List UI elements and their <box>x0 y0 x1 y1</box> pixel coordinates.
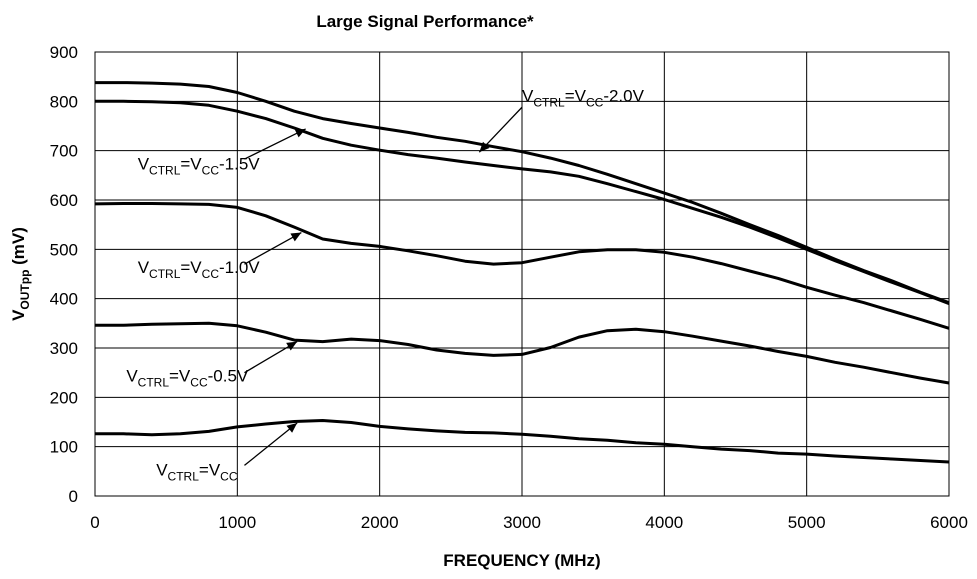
chart-title: Large Signal Performance* <box>316 12 534 31</box>
y-axis-label-rest: (mV) <box>9 227 28 270</box>
series-line <box>95 321 950 385</box>
x-tick-label: 6000 <box>930 513 968 532</box>
series-line <box>95 99 950 306</box>
y-axis-label: VOUTpp (mV) <box>9 227 32 321</box>
series-annotation-label: VCTRL=VCC <box>156 460 238 483</box>
y-tick-labels: 0 100 200 300 400 500 600 700 800 900 <box>50 43 78 506</box>
x-tick-label: 2000 <box>361 513 399 532</box>
y-tick-label: 400 <box>50 290 78 309</box>
annotation-arrow-shaft <box>478 106 523 153</box>
y-tick-label: 100 <box>50 438 78 457</box>
x-tick-label: 4000 <box>645 513 683 532</box>
annotation-arrow-shaft <box>244 341 298 374</box>
series-line <box>95 419 950 464</box>
series-annotation-label: VCTRL=VCC-1.5V <box>138 154 261 177</box>
series-line <box>94 202 950 330</box>
x-axis-label: FREQUENCY (MHz) <box>443 551 600 570</box>
y-axis-label-main: V <box>9 309 28 321</box>
y-tick-label: 800 <box>50 92 78 111</box>
annotation-arrow-head <box>286 341 298 351</box>
y-tick-label: 900 <box>50 43 78 62</box>
series-annotation-label: VCTRL=VCC-1.0V <box>138 258 261 281</box>
x-tick-label: 0 <box>90 513 99 532</box>
plot-area <box>94 51 950 497</box>
annotation-arrow-shaft <box>244 231 302 265</box>
y-tick-label: 300 <box>50 339 78 358</box>
x-tick-label: 3000 <box>503 513 541 532</box>
annotation-arrow-head <box>479 141 490 153</box>
x-tick-label: 5000 <box>788 513 826 532</box>
gridlines <box>95 52 949 496</box>
series-line <box>95 81 950 305</box>
y-axis-label-group: VOUTpp (mV) <box>9 227 32 321</box>
y-axis-label-sub: OUTpp <box>18 270 32 310</box>
y-tick-label: 500 <box>50 240 78 259</box>
y-tick-label: 0 <box>69 487 78 506</box>
x-tick-label: 1000 <box>218 513 256 532</box>
annotations: VCTRL=VCC-2.0V VCTRL=VCC-1.5V VCTRL=VCC-1.… <box>126 86 644 483</box>
annotation-arrow-shaft <box>244 422 298 466</box>
series-lines <box>94 81 950 464</box>
y-tick-label: 700 <box>50 142 78 161</box>
annotation-arrow-head <box>294 128 306 138</box>
y-tick-label: 600 <box>50 191 78 210</box>
annotation-arrow-head <box>286 422 298 433</box>
plot-border <box>94 51 950 497</box>
series-annotation-label: VCTRL=VCC-0.5V <box>126 367 249 390</box>
series-annotation-label: VCTRL=VCC-2.0V <box>522 86 645 109</box>
annotation-arrow-shaft <box>244 128 306 160</box>
annotation-arrow-head <box>290 232 302 242</box>
y-tick-label: 200 <box>50 388 78 407</box>
x-tick-labels: 0 1000 2000 3000 4000 5000 6000 <box>90 513 968 532</box>
